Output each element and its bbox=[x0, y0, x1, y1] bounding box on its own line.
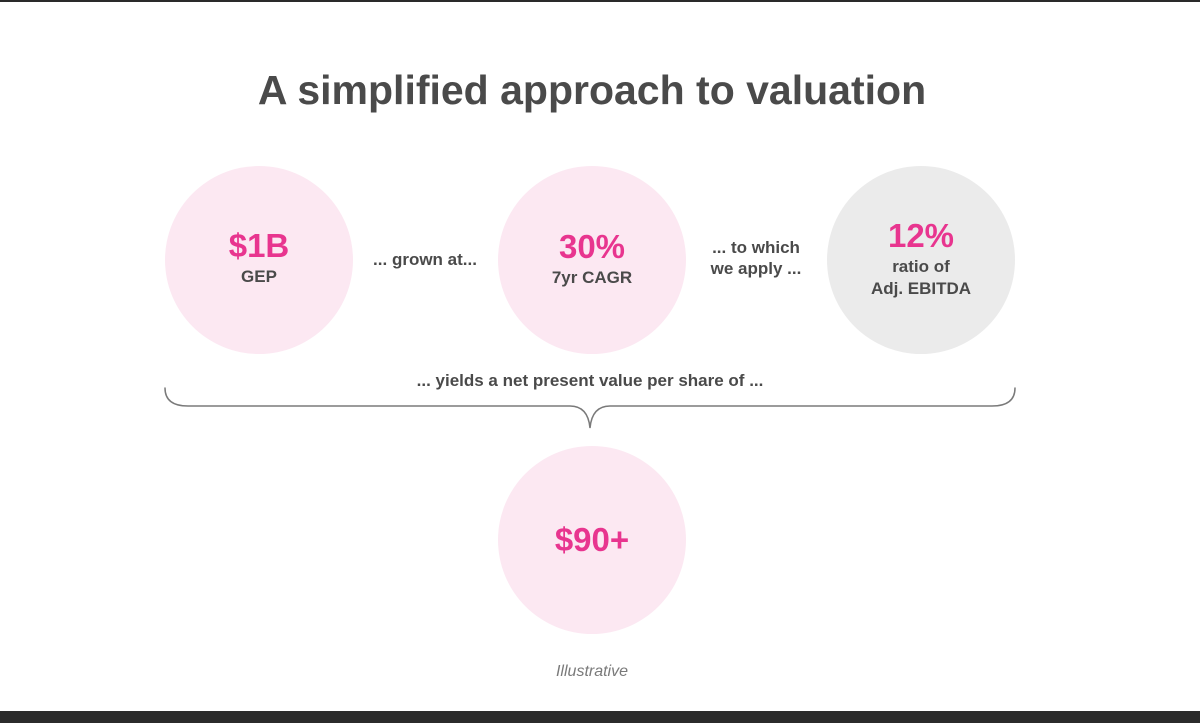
ebitda-label-line1: ratio of bbox=[892, 257, 950, 276]
curly-brace bbox=[164, 387, 1016, 429]
connector-grown-at: ... grown at... bbox=[360, 249, 490, 270]
slide-title: A simplified approach to valuation bbox=[257, 67, 927, 113]
ebitda-value: 12% bbox=[887, 217, 955, 254]
cagr-circle: 30% 7yr CAGR bbox=[498, 166, 686, 354]
gep-value: $1B bbox=[228, 227, 290, 264]
yields-caption: ... yields a net present value per share… bbox=[416, 371, 764, 390]
ebitda-circle: 12% ratio of Adj. EBITDA bbox=[827, 166, 1015, 354]
cagr-label: 7yr CAGR bbox=[551, 268, 633, 287]
ebitda-label-line2: Adj. EBITDA bbox=[870, 279, 972, 298]
top-border bbox=[0, 0, 1200, 2]
connector-we-apply-line1: ... to which bbox=[712, 238, 800, 257]
result-value: $90+ bbox=[554, 521, 630, 558]
bottom-border bbox=[0, 711, 1200, 723]
gep-label: GEP bbox=[241, 267, 277, 286]
gep-circle: $1B GEP bbox=[165, 166, 353, 354]
result-circle: $90+ bbox=[498, 446, 686, 634]
connector-we-apply-line2: we apply ... bbox=[710, 259, 802, 278]
connector-grown-at-text: ... grown at... bbox=[373, 250, 477, 269]
cagr-value: 30% bbox=[558, 228, 626, 265]
illustrative-footnote: Illustrative bbox=[555, 663, 629, 680]
connector-we-apply: ... to which we apply ... bbox=[690, 237, 822, 279]
